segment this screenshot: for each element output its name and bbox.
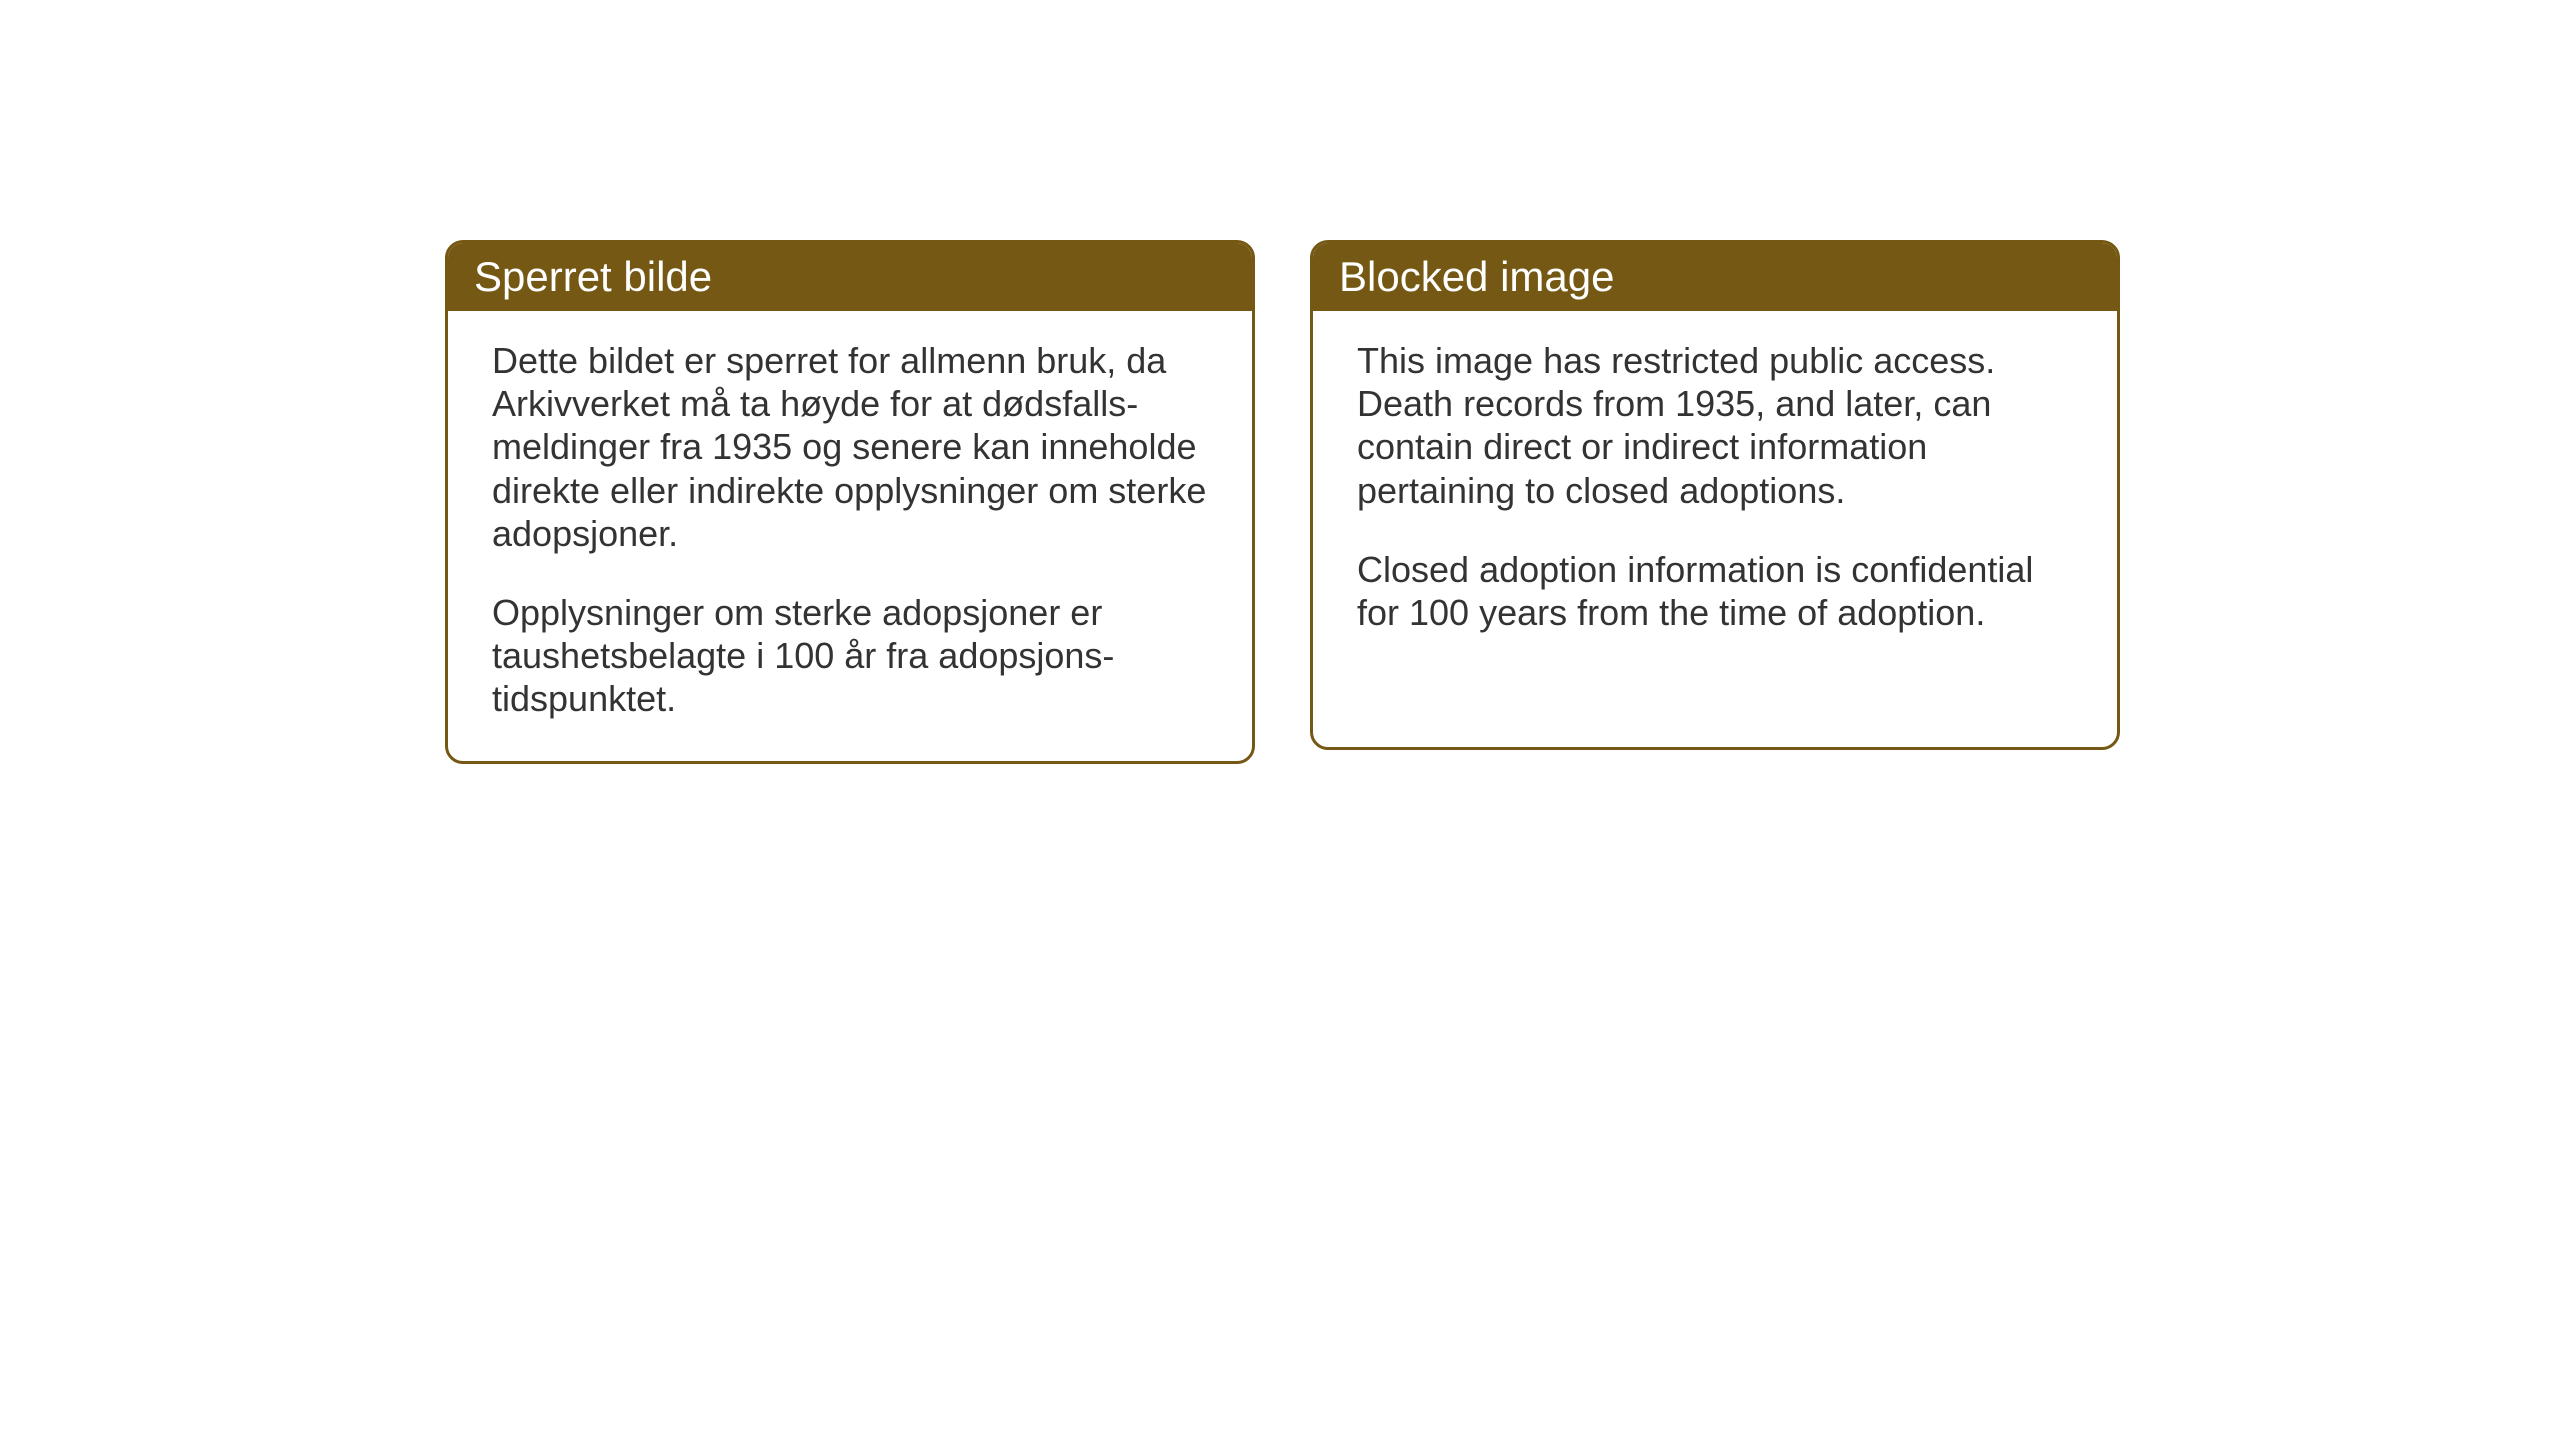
notice-container: Sperret bilde Dette bildet er sperret fo… (445, 240, 2120, 764)
card-paragraph-1: This image has restricted public access.… (1357, 339, 2073, 512)
notice-card-norwegian: Sperret bilde Dette bildet er sperret fo… (445, 240, 1255, 764)
card-body-norwegian: Dette bildet er sperret for allmenn bruk… (448, 311, 1252, 761)
card-body-english: This image has restricted public access.… (1313, 311, 2117, 674)
card-header-norwegian: Sperret bilde (448, 243, 1252, 311)
card-paragraph-2: Closed adoption information is confident… (1357, 548, 2073, 634)
card-paragraph-2: Opplysninger om sterke adopsjoner er tau… (492, 591, 1208, 721)
card-header-english: Blocked image (1313, 243, 2117, 311)
card-paragraph-1: Dette bildet er sperret for allmenn bruk… (492, 339, 1208, 555)
notice-card-english: Blocked image This image has restricted … (1310, 240, 2120, 750)
